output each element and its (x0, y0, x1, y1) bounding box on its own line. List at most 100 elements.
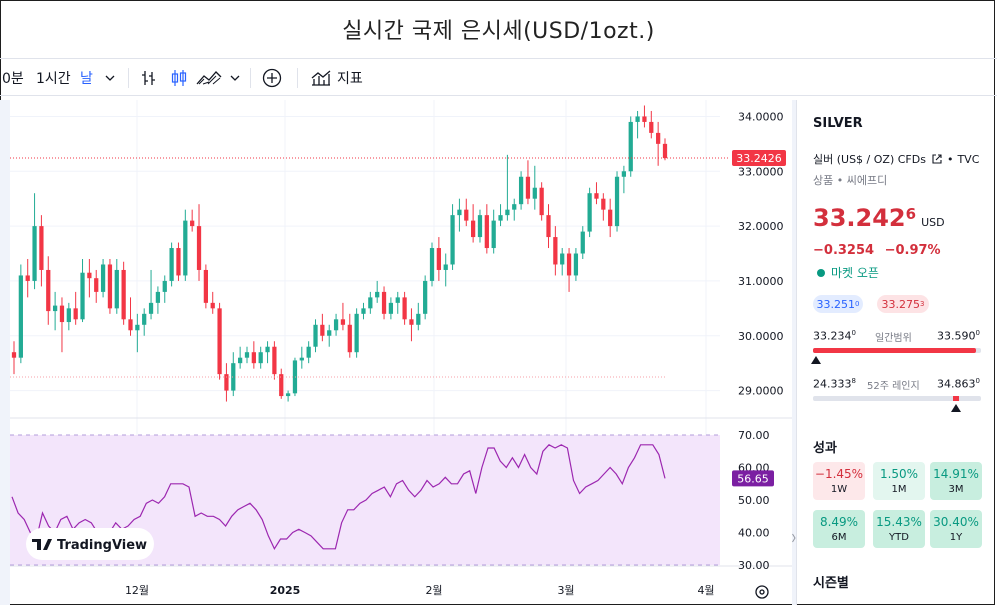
market-status-dot-icon (817, 268, 825, 277)
price-chart[interactable]: 34.0000 33.0000 32.0000 31.0000 30.0000 29.00… (10, 100, 792, 606)
chart-area[interactable]: 34.0000 33.0000 32.0000 31.0000 30.0000 29.00… (10, 100, 792, 606)
bar-chart-icon (142, 71, 155, 85)
day-high-sup: 0 (975, 329, 980, 337)
candle-body (587, 193, 592, 232)
performance-value: 30.40% (933, 515, 979, 529)
performance-period: 3M (948, 484, 964, 495)
candle-body (238, 357, 243, 364)
price-axis-tick-label: 33.0000 (738, 165, 784, 178)
candle-body (594, 193, 599, 199)
candle-body (443, 264, 448, 270)
panel-divider[interactable] (792, 100, 796, 605)
bar-style-button[interactable] (140, 59, 158, 97)
candle-body (347, 324, 352, 353)
candle-body (498, 215, 503, 221)
candle-body (518, 176, 524, 205)
w52-low-sup: 8 (851, 377, 856, 385)
candle-body (388, 302, 394, 314)
candle-body (94, 278, 99, 292)
candle-body (176, 248, 181, 276)
market-status: 마켓 오픈 (817, 264, 879, 281)
price-sup: 6 (905, 205, 917, 223)
time-axis-tick-label: 12월 (125, 584, 149, 597)
performance-box-1y: 30.40% 1Y (930, 510, 982, 548)
interval-hour-button[interactable]: 1시간 (36, 59, 71, 97)
rsi-axis-tick-label: 50.00 (738, 494, 770, 507)
candle-body (320, 324, 325, 336)
interval-minutes-button[interactable]: 0분 (2, 59, 24, 97)
candle-style-button[interactable] (170, 59, 188, 97)
candle-body (190, 220, 195, 227)
interval-dropdown-button[interactable] (104, 59, 116, 97)
page-title-bar: 실시간 국제 은시세(USD/1ozt.) (0, 0, 997, 58)
time-axis-tick-label: 2월 (425, 584, 442, 597)
gear-outer-ring (755, 585, 769, 599)
candle-body (368, 297, 373, 309)
candle-body (11, 352, 17, 358)
candle-body (416, 313, 421, 325)
w52-high-main: 34.863 (937, 377, 976, 391)
symbol-details-panel: SILVER 실버 (US$ / OZ) CFDs • TVC 상품 • 씨에프… (796, 100, 995, 605)
candle-body (210, 302, 215, 309)
candle-body (251, 352, 256, 364)
gear-inner-ring (759, 589, 765, 595)
compare-symbol-button[interactable] (262, 59, 282, 97)
candle-body (361, 308, 366, 314)
candle-body (25, 275, 30, 281)
bid-main: 33.251 (816, 297, 856, 311)
candle-body (155, 291, 161, 303)
tradingview-logo-icon (32, 539, 52, 550)
rsi-axis-tick-label: 70.00 (738, 429, 770, 442)
rsi-axis-tick-label: 30.00 (738, 559, 770, 572)
performance-period: 1M (891, 484, 907, 495)
performance-title: 성과 (813, 441, 837, 456)
candle-body (436, 248, 441, 270)
candle-body (142, 313, 147, 325)
candle-body (601, 198, 606, 210)
candle-body (279, 374, 284, 397)
candle-body (203, 269, 208, 303)
day-range-fill (813, 348, 976, 353)
price-currency: USD (921, 216, 945, 229)
candle-body (285, 393, 291, 397)
seasonal-title: 시즌별 (813, 576, 849, 591)
external-link-icon[interactable] (931, 153, 943, 165)
candle-body (52, 305, 58, 312)
candle-body (313, 324, 318, 347)
area-style-button[interactable] (196, 59, 222, 97)
settings-gear-icon[interactable] (755, 585, 769, 599)
candle-body (162, 280, 167, 292)
candle-body (491, 220, 496, 249)
candle-body (148, 302, 154, 314)
area-chart-icon (196, 71, 222, 85)
performance-value: 8.49% (819, 515, 859, 529)
candle-body (381, 291, 387, 314)
performance-value: 1.50% (879, 467, 919, 481)
rsi-axis-tick-label: 40.00 (738, 527, 770, 540)
candle-body (87, 272, 92, 279)
performance-period: 1W (830, 484, 848, 495)
candle-body (18, 275, 23, 358)
day-low-marker-icon (811, 356, 821, 364)
candle-body (354, 313, 359, 353)
chart-type-dropdown-button[interactable] (229, 59, 241, 97)
candle-body (196, 226, 202, 270)
ask-main: 33.275 (881, 297, 921, 311)
candle-body (32, 226, 37, 281)
candle-body (457, 209, 462, 216)
candle-body (484, 215, 489, 249)
price-axis-tick-label: 30.0000 (738, 330, 784, 343)
candle-body (395, 297, 400, 303)
interval-day-button[interactable]: 날 (80, 59, 93, 97)
candlestick-icon (171, 70, 187, 86)
candle-body (464, 209, 469, 221)
last-price-label: 33.2426 (736, 152, 782, 165)
symbol-name[interactable]: SILVER (813, 116, 863, 131)
candle-body (450, 215, 455, 265)
performance-box-6m: 8.49% 6M (813, 510, 865, 548)
candle-body (532, 187, 537, 199)
last-price: 33.242 6 USD (813, 204, 945, 232)
indicators-button[interactable]: 지표 (310, 59, 363, 97)
price-axis-tick-label: 29.0000 (738, 385, 784, 398)
ask-chip: 33.275 3 (877, 295, 929, 313)
